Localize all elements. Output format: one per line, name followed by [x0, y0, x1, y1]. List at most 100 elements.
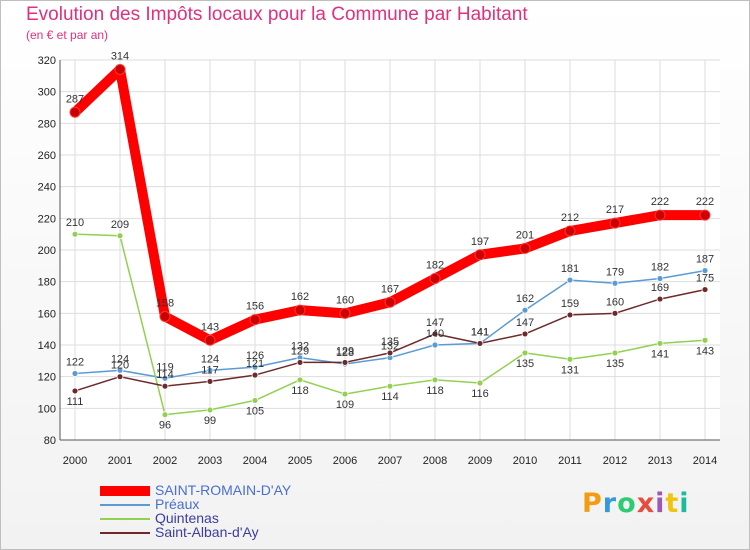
data-label: 217 — [606, 204, 624, 216]
data-label: 114 — [156, 369, 174, 381]
logo-letter: i — [679, 488, 690, 519]
y-tick-label: 80 — [44, 435, 56, 447]
data-label: 140 — [426, 328, 444, 340]
data-point — [251, 371, 259, 379]
data-point — [206, 378, 214, 385]
legend-label: SAINT-ROMAIN-D'AY — [155, 482, 292, 498]
data-label: 162 — [516, 293, 534, 305]
data-point — [341, 390, 349, 398]
data-point — [296, 359, 304, 366]
data-point — [654, 209, 666, 221]
axes: 80 100 120 140 160 180 200 220 240 260 280 300 320 20… — [38, 55, 720, 467]
logo-letter: o — [617, 488, 637, 519]
y-tick-label: 240 — [38, 182, 56, 194]
legend-swatch — [100, 504, 150, 506]
series-group — [69, 64, 711, 419]
proxiti-logo: Proxiti — [582, 488, 690, 519]
data-point — [611, 349, 619, 357]
data-label: 135 — [516, 358, 534, 370]
logo-letter: x — [636, 488, 656, 519]
y-tick-label: 180 — [38, 277, 56, 289]
data-label: 126 — [246, 350, 264, 362]
data-label: 187 — [696, 254, 714, 266]
data-label: 159 — [561, 298, 579, 310]
data-point — [611, 309, 619, 317]
legend-swatch — [100, 518, 150, 520]
data-label: 129 — [291, 345, 309, 357]
data-label: 96 — [159, 420, 171, 432]
data-point — [656, 340, 664, 347]
data-label: 111 — [67, 396, 84, 408]
data-label: 212 — [561, 212, 579, 224]
data-label: 160 — [606, 296, 624, 308]
y-tick-label: 200 — [38, 245, 56, 257]
data-point — [476, 340, 484, 347]
data-label: 117 — [201, 364, 219, 376]
legend-swatch — [100, 532, 150, 534]
data-point — [699, 209, 711, 221]
x-tick-label: 2007 — [378, 455, 402, 467]
data-label: 118 — [426, 385, 444, 397]
data-point — [609, 217, 621, 229]
x-tick-label: 2008 — [423, 455, 447, 467]
y-tick-label: 280 — [38, 118, 56, 130]
data-point — [656, 295, 664, 303]
x-tick-label: 2010 — [513, 455, 537, 467]
data-point — [114, 64, 126, 75]
y-tick-label: 320 — [38, 55, 56, 67]
data-label: 158 — [156, 298, 174, 310]
data-point — [386, 349, 394, 357]
y-tick-label: 140 — [38, 340, 56, 352]
data-point — [431, 341, 439, 349]
legend-label: Saint-Alban-d'Ay — [155, 524, 259, 540]
data-label: 147 — [426, 317, 444, 329]
data-point — [69, 106, 81, 118]
data-label: 109 — [336, 399, 354, 411]
data-label: 99 — [204, 415, 216, 427]
data-point — [71, 230, 79, 238]
data-label: 143 — [696, 345, 714, 357]
x-tick-label: 2006 — [333, 455, 357, 467]
logo-letter: P — [582, 488, 603, 519]
data-label: 147 — [516, 317, 534, 329]
data-point — [296, 376, 304, 384]
data-label: 105 — [246, 405, 264, 417]
data-label: 209 — [111, 219, 129, 231]
data-point — [294, 304, 306, 316]
x-tick-label: 2011 — [558, 455, 582, 467]
data-label: 182 — [651, 262, 669, 274]
data-point — [251, 397, 259, 404]
data-label: 141 — [651, 348, 669, 360]
data-label: 287 — [66, 93, 84, 105]
y-tick-label: 100 — [38, 403, 56, 415]
data-label: 162 — [291, 291, 309, 303]
data-label: 141 — [471, 326, 489, 338]
logo-letter: i — [655, 488, 666, 519]
data-point — [116, 232, 124, 240]
y-tick-label: 260 — [38, 150, 56, 162]
data-label: 124 — [111, 353, 129, 365]
data-label: 114 — [381, 391, 399, 403]
legend-label: Quintenas — [155, 510, 219, 526]
data-point — [519, 242, 531, 254]
data-point — [701, 336, 709, 344]
data-point — [566, 276, 574, 284]
data-point — [566, 311, 574, 319]
data-label: 201 — [516, 229, 534, 241]
data-label: 197 — [471, 236, 489, 248]
x-tick-label: 2000 — [63, 455, 87, 467]
data-label: 143 — [201, 321, 219, 333]
data-point — [384, 296, 396, 308]
data-label: 132 — [381, 341, 399, 353]
data-labels: 287 314 158 143 156 162 160 167 182 197 201 212 217 2… — [66, 51, 714, 432]
data-label: 124 — [201, 353, 219, 365]
logo-letter: t — [665, 488, 680, 519]
data-point — [204, 334, 216, 346]
y-tick-label: 160 — [38, 308, 56, 320]
x-tick-label: 2004 — [243, 455, 267, 467]
data-point — [71, 387, 79, 395]
data-point — [611, 279, 619, 287]
data-point — [521, 349, 529, 357]
data-label: 156 — [246, 301, 264, 313]
data-label: 129 — [336, 345, 354, 357]
